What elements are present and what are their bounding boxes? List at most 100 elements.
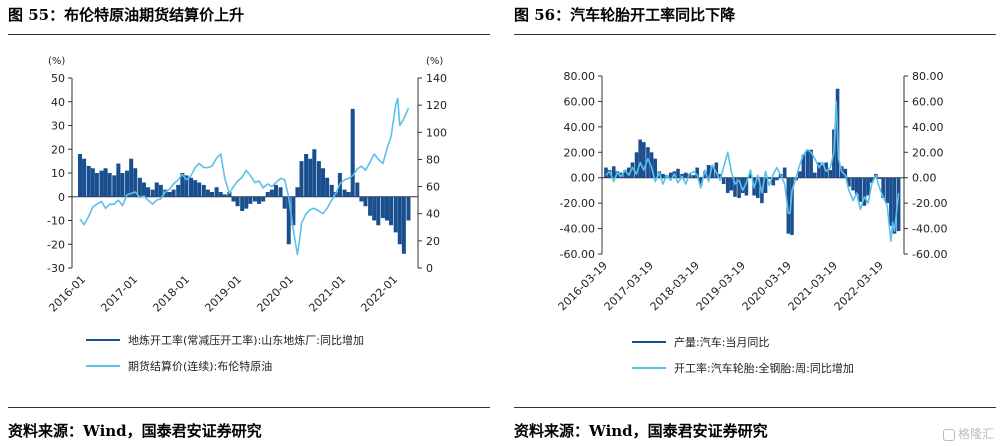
bar-mark: [150, 189, 155, 197]
right-tick-label: 100: [426, 126, 447, 139]
chart-panel-left: 图 55：布伦特原油期货结算价上升 -30 -20 -10 0 10 20 30 40 50 0 2…: [8, 0, 498, 446]
left-tick-label: -20.00: [560, 197, 595, 210]
bar-mark: [269, 189, 274, 197]
bar-mark: [699, 177, 703, 186]
x-tick-label: 2021-01: [306, 273, 348, 315]
source-rule: [514, 407, 996, 408]
bar-mark: [193, 180, 198, 197]
bar-mark: [797, 171, 802, 178]
bar-mark: [828, 170, 833, 178]
bar-mark: [129, 158, 134, 197]
bar-mark: [820, 165, 825, 178]
watermark-logo-icon: [942, 428, 955, 441]
right-tick-label: -60.00: [912, 248, 947, 261]
bar-mark: [201, 184, 206, 197]
left-tick-label: -40.00: [560, 223, 595, 236]
right-tick-label: -20.00: [912, 197, 947, 210]
right-tick-label: 60.00: [912, 95, 944, 108]
left-tick-label: 80.00: [564, 70, 596, 83]
oil-price-chart: -30 -20 -10 0 10 20 30 40 50 0 20 40 60 80 100 120 140 (%…: [46, 56, 447, 373]
bar-mark: [877, 177, 882, 179]
bar-mark: [94, 173, 99, 197]
bar-mark: [790, 177, 794, 235]
bar-mark: [273, 184, 278, 197]
x-tick-label: 2019-01: [202, 273, 244, 315]
left-tick-label: -10: [47, 215, 65, 228]
bar-mark: [372, 196, 377, 221]
bar-mark: [158, 184, 163, 197]
bar-mark: [862, 177, 867, 206]
right-tick-label: 20: [426, 235, 440, 248]
right-tick-label: 40: [426, 208, 440, 221]
bar-mark: [86, 165, 91, 197]
legend-label: 开工率:汽车轮胎:全钢胎:周:同比增加: [674, 361, 854, 375]
bar-mark: [235, 196, 240, 207]
bar-mark: [257, 196, 262, 204]
left-tick-label: 40.00: [564, 121, 596, 134]
series-line: [605, 100, 900, 243]
bar-mark: [77, 154, 83, 197]
watermark: 格隆汇: [942, 425, 994, 442]
bar-mark: [389, 196, 394, 226]
bar-mark: [321, 168, 326, 197]
bar-mark: [854, 177, 859, 195]
bar-mark: [775, 177, 779, 181]
watermark-text: 格隆汇: [957, 427, 994, 441]
right-tick-label: 140: [426, 72, 447, 85]
bar-mark: [244, 196, 249, 209]
bar-mark: [291, 196, 296, 226]
bar-mark: [703, 171, 707, 178]
bar-mark: [189, 177, 194, 197]
bar-mark: [748, 173, 753, 178]
bar-mark: [368, 196, 373, 216]
bar-mark: [231, 196, 236, 202]
bar-mark: [611, 166, 616, 178]
bar-mark: [308, 158, 313, 197]
bar-mark: [642, 142, 646, 178]
bar-mark: [767, 177, 771, 179]
bar-mark: [299, 161, 304, 197]
bar-mark: [885, 177, 890, 204]
bar-mark: [406, 196, 411, 221]
bar-mark: [653, 158, 658, 178]
bar-mark: [661, 173, 665, 178]
left-tick-label: 20: [51, 143, 65, 156]
bar-mark: [889, 177, 893, 227]
bar-mark: [691, 175, 696, 178]
left-tick-label: -60.00: [560, 248, 595, 261]
bar-mark: [892, 177, 897, 234]
bar-mark: [197, 182, 202, 197]
bar-mark: [346, 192, 351, 197]
bar-mark: [218, 192, 223, 197]
right-tick-label: 0: [426, 262, 433, 275]
bar-mark: [325, 177, 330, 197]
bar-mark: [817, 162, 821, 178]
bar-mark: [847, 177, 851, 187]
bar-mark: [805, 149, 810, 178]
bar-mark: [265, 192, 270, 197]
right-tick-label: 0.00: [912, 172, 937, 185]
bar-mark: [676, 168, 680, 178]
bar-mark: [312, 149, 317, 197]
bar-mark: [706, 165, 711, 178]
x-tick-label: 2016-01: [46, 273, 88, 315]
left-tick-label: 10: [51, 167, 65, 180]
bar-mark: [626, 167, 631, 178]
bar-mark: [180, 173, 185, 197]
x-tick-label: 2017-01: [98, 273, 140, 315]
bar-mark: [90, 168, 95, 197]
bar-mark: [896, 177, 901, 232]
left-tick-label: 20.00: [564, 146, 596, 159]
bar-mark: [248, 196, 253, 204]
bar-mark: [116, 163, 121, 197]
left-tick-label: 0.00: [571, 172, 596, 185]
bar-mark: [721, 177, 726, 185]
bar-mark: [763, 177, 768, 193]
bar-mark: [176, 184, 181, 197]
x-tick-label: 2022-03-19: [832, 259, 886, 313]
series-line: [79, 97, 410, 256]
title-rule: [8, 34, 490, 35]
bar-mark: [646, 147, 650, 178]
bar-mark: [209, 192, 215, 197]
right-tick-label: 60: [426, 181, 440, 194]
